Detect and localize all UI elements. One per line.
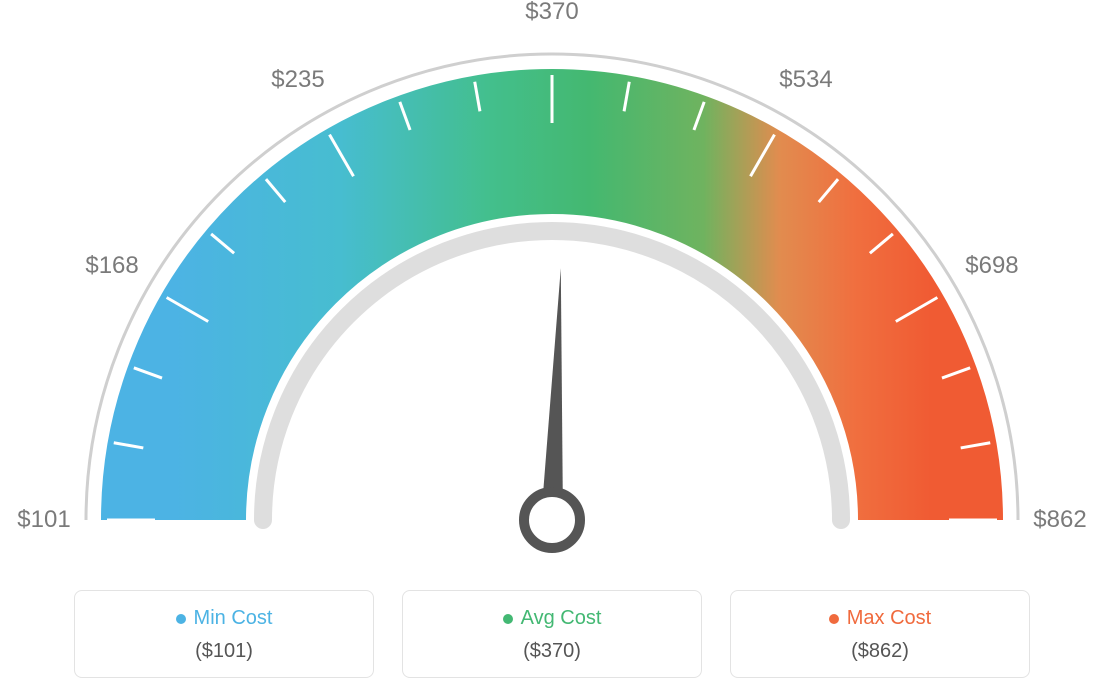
legend-value: ($862) bbox=[741, 640, 1019, 663]
legend-row: Min Cost ($101) Avg Cost ($370) Max Cost ($86… bbox=[0, 590, 1104, 678]
gauge-svg bbox=[0, 0, 1104, 560]
gauge-tick-label: $698 bbox=[965, 252, 1018, 280]
gauge-tick-label: $235 bbox=[271, 66, 324, 94]
legend-label-row: Min Cost bbox=[176, 607, 273, 630]
legend-value: ($370) bbox=[413, 640, 691, 663]
gauge-needle bbox=[541, 268, 563, 520]
legend-value: ($101) bbox=[85, 640, 363, 663]
gauge-pivot bbox=[524, 492, 580, 548]
gauge-tick-label: $168 bbox=[85, 252, 138, 280]
gauge-area: $101 $168 $235 $370 $534 $698 $862 bbox=[0, 0, 1104, 560]
legend-dot-icon bbox=[503, 614, 513, 624]
legend-label: Min Cost bbox=[194, 607, 273, 630]
legend-card: Min Cost ($101) bbox=[74, 590, 374, 678]
gauge-tick-label: $534 bbox=[779, 66, 832, 94]
legend-label-row: Max Cost bbox=[829, 607, 931, 630]
gauge-tick-label: $862 bbox=[1033, 506, 1086, 534]
legend-dot-icon bbox=[829, 614, 839, 624]
legend-dot-icon bbox=[176, 614, 186, 624]
legend-label: Max Cost bbox=[847, 607, 931, 630]
gauge-tick-label: $370 bbox=[525, 0, 578, 26]
legend-card: Max Cost ($862) bbox=[730, 590, 1030, 678]
legend-label: Avg Cost bbox=[521, 607, 602, 630]
gauge-tick-label: $101 bbox=[17, 506, 70, 534]
legend-card: Avg Cost ($370) bbox=[402, 590, 702, 678]
gauge-chart-container: $101 $168 $235 $370 $534 $698 $862 Min Cost ($1… bbox=[0, 0, 1104, 690]
legend-label-row: Avg Cost bbox=[503, 607, 602, 630]
